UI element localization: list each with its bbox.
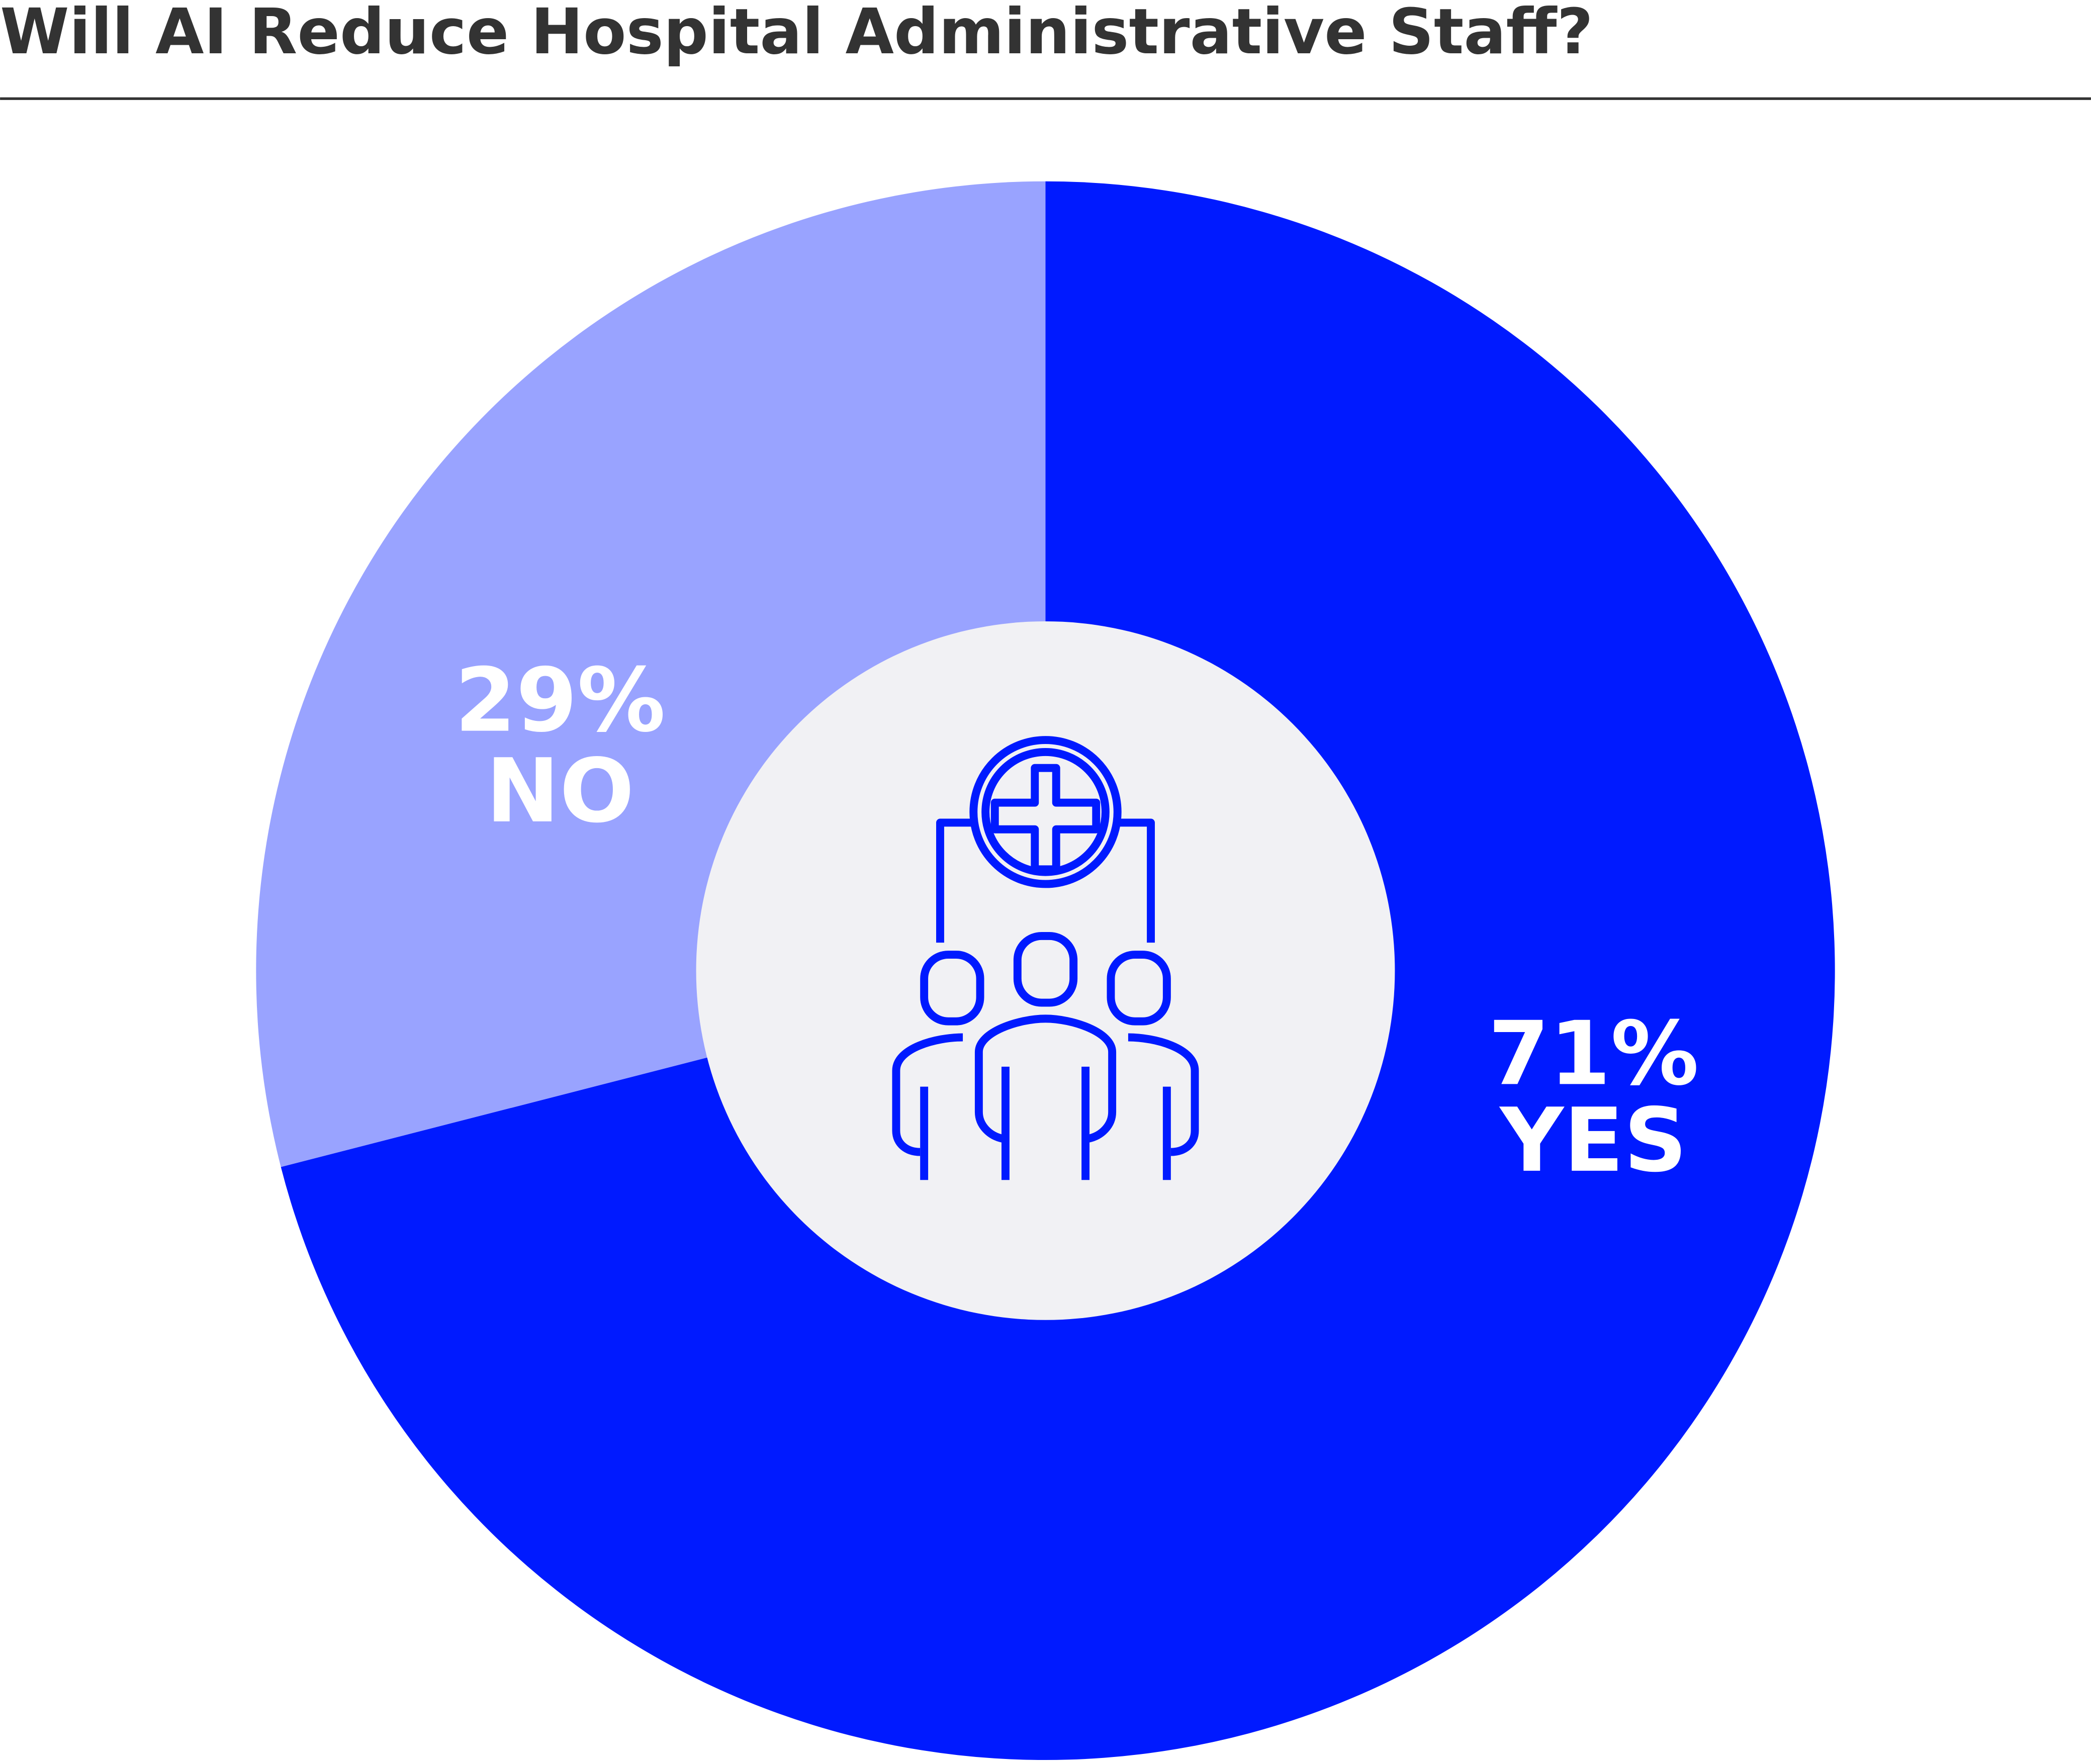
category-label: YES — [1499, 1090, 1687, 1192]
staff-icon — [892, 736, 1199, 1180]
value-label: 71% — [1488, 1003, 1699, 1105]
category-label: NO — [486, 740, 634, 843]
chart-title: Will AI Reduce Hospital Administrative S… — [0, 0, 1593, 68]
donut-hole — [696, 621, 1395, 1320]
value-label: 29% — [455, 650, 666, 752]
